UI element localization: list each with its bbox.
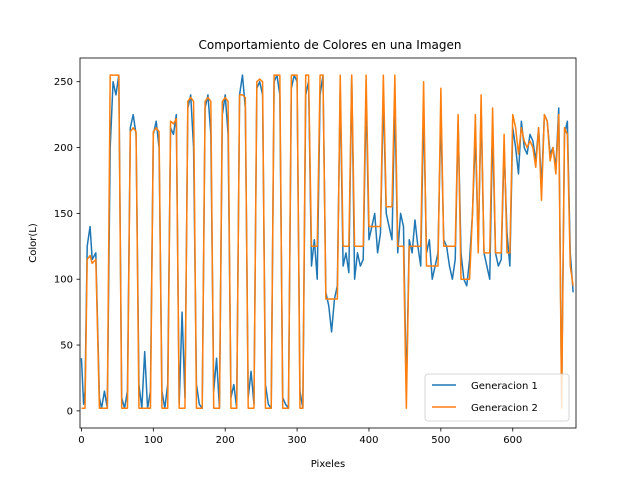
series-line-generacion-2 (81, 74, 574, 409)
chart-title: Comportamiento de Colores en una Imagen (199, 38, 462, 52)
series-layer (80, 74, 574, 409)
y-tick-label: 0 (67, 406, 73, 417)
y-tick-label: 200 (54, 143, 73, 154)
legend-label-generacion-2: Generacion 2 (471, 403, 538, 414)
legend: Generacion 1 Generacion 2 (424, 373, 570, 422)
x-axis: 0 100 200 300 400 500 600 (78, 428, 522, 446)
y-tick-label: 50 (60, 341, 73, 352)
x-tick-label: 500 (431, 435, 450, 446)
y-axis: 0 50 100 150 200 250 (54, 77, 80, 417)
y-tick-label: 150 (54, 209, 73, 220)
legend-box (424, 373, 570, 422)
x-tick-label: 400 (359, 435, 378, 446)
x-tick-label: 100 (144, 435, 163, 446)
y-tick-label: 100 (54, 275, 73, 286)
x-tick-label: 200 (216, 435, 235, 446)
plot-frame (79, 57, 577, 429)
x-tick-label: 0 (78, 435, 84, 446)
x-tick-label: 600 (503, 435, 522, 446)
x-axis-label: Pixeles (311, 459, 346, 470)
x-tick-label: 300 (288, 435, 307, 446)
y-tick-label: 250 (54, 77, 73, 88)
legend-label-generacion-1: Generacion 1 (471, 381, 538, 392)
y-axis-label: Color(L) (28, 223, 39, 263)
